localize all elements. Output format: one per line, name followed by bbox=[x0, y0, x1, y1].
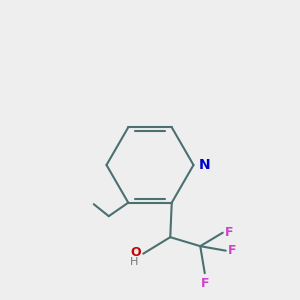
Text: O: O bbox=[131, 246, 142, 259]
Text: N: N bbox=[199, 158, 211, 172]
Text: H: H bbox=[130, 257, 138, 267]
Text: F: F bbox=[200, 277, 209, 290]
Text: F: F bbox=[224, 226, 233, 239]
Text: F: F bbox=[227, 244, 236, 257]
